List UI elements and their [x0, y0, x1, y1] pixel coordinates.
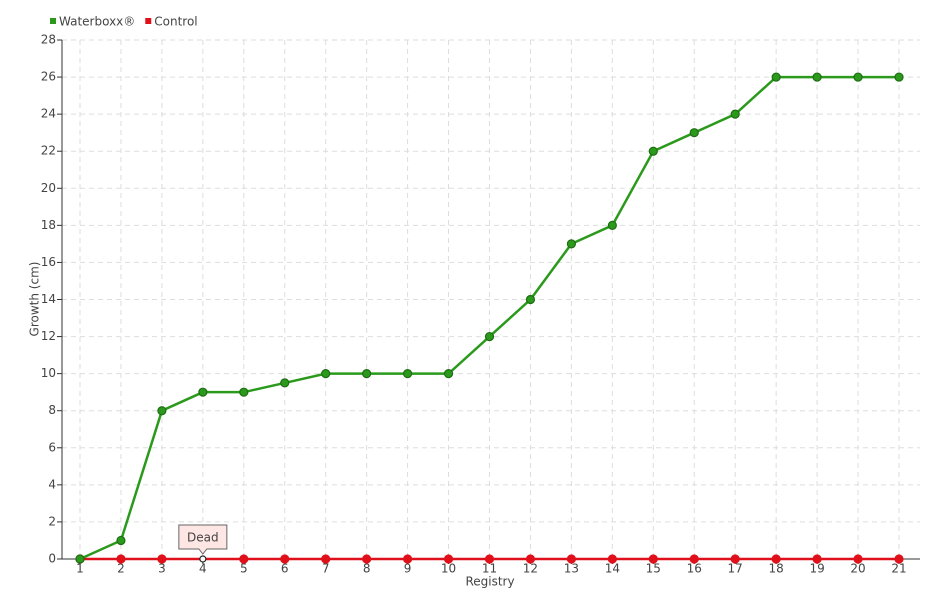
data-point [116, 535, 126, 546]
data-point [607, 220, 617, 230]
data-point [484, 554, 495, 564]
x-tick-label: 10 [441, 562, 456, 576]
data-point [362, 554, 372, 564]
x-tick-label: 21 [891, 562, 906, 576]
data-point [771, 72, 781, 82]
y-tick-label: 2 [48, 514, 56, 528]
x-axis-label: Registry [465, 575, 514, 589]
data-point [280, 554, 290, 564]
data-point [199, 555, 207, 563]
data-point [321, 369, 331, 379]
data-point [75, 554, 85, 564]
x-tick-label: 14 [605, 562, 620, 576]
annotation-box [178, 524, 228, 555]
x-tick-label: 6 [281, 562, 289, 576]
data-point [566, 554, 577, 564]
x-tick-label: 20 [850, 562, 865, 576]
y-tick-label: 0 [48, 552, 56, 566]
data-point [894, 554, 904, 564]
legend-label: Control [154, 15, 197, 29]
y-tick-label: 24 [41, 107, 56, 121]
data-point [648, 554, 658, 564]
data-point [648, 146, 658, 156]
data-point [812, 554, 822, 564]
x-tick-label: 11 [482, 562, 497, 576]
data-point [116, 554, 126, 564]
data-point [280, 378, 290, 388]
x-tick-label: 5 [240, 562, 248, 576]
data-point [157, 554, 167, 564]
data-point [239, 554, 249, 564]
y-tick-label: 16 [41, 255, 56, 269]
data-point [853, 72, 863, 82]
data-point [566, 239, 577, 249]
data-point [689, 128, 699, 138]
data-point [894, 72, 904, 82]
data-point [730, 554, 740, 564]
x-tick-label: 15 [646, 562, 661, 576]
y-tick-label: 10 [41, 366, 56, 380]
x-tick-label: 7 [322, 562, 330, 576]
y-tick-label: 8 [48, 403, 56, 417]
data-point [443, 369, 454, 379]
x-tick-label: 12 [523, 562, 538, 576]
x-tick-label: 2 [117, 562, 125, 576]
x-tick-label: 13 [564, 562, 579, 576]
data-point [525, 294, 536, 305]
data-point [730, 109, 740, 119]
data-point [853, 554, 863, 564]
x-tick-label: 18 [769, 562, 784, 576]
y-tick-label: 6 [48, 440, 56, 454]
data-point [771, 554, 781, 564]
y-tick-label: 12 [41, 329, 56, 343]
x-tick-label: 1 [76, 562, 84, 576]
data-point [525, 554, 536, 564]
x-tick-label: 17 [728, 562, 743, 576]
data-point [812, 72, 822, 82]
data-point [157, 406, 167, 416]
legend-swatch [50, 18, 56, 24]
data-point [484, 331, 495, 342]
annotation-text: Dead [187, 531, 219, 545]
data-point [403, 554, 413, 564]
y-tick-label: 28 [41, 33, 56, 47]
data-point [239, 387, 249, 397]
data-point [198, 387, 208, 397]
x-tick-label: 16 [687, 562, 702, 576]
y-tick-label: 14 [41, 292, 56, 306]
y-tick-label: 22 [41, 144, 56, 158]
x-tick-label: 3 [158, 562, 166, 576]
x-tick-label: 9 [404, 562, 412, 576]
data-point [443, 554, 454, 564]
y-tick-label: 20 [41, 181, 56, 195]
data-point [689, 554, 699, 564]
data-point [607, 554, 617, 564]
data-point [362, 369, 372, 379]
y-tick-label: 26 [41, 70, 56, 84]
y-tick-label: 4 [48, 477, 56, 491]
x-tick-label: 19 [809, 562, 824, 576]
x-tick-label: 8 [363, 562, 371, 576]
data-point [403, 369, 413, 379]
legend-label: Waterboxx® [59, 15, 135, 29]
legend-swatch [145, 18, 152, 24]
y-axis-label: Growth (cm) [28, 262, 42, 337]
y-tick-label: 18 [41, 218, 56, 232]
x-tick-label: 4 [199, 562, 207, 576]
data-point [321, 554, 331, 564]
